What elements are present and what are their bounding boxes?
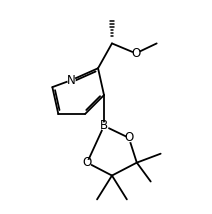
Text: O: O <box>124 131 134 144</box>
Text: O: O <box>131 47 140 60</box>
Text: B: B <box>100 119 108 132</box>
Text: O: O <box>82 156 92 169</box>
Text: N: N <box>67 74 76 87</box>
